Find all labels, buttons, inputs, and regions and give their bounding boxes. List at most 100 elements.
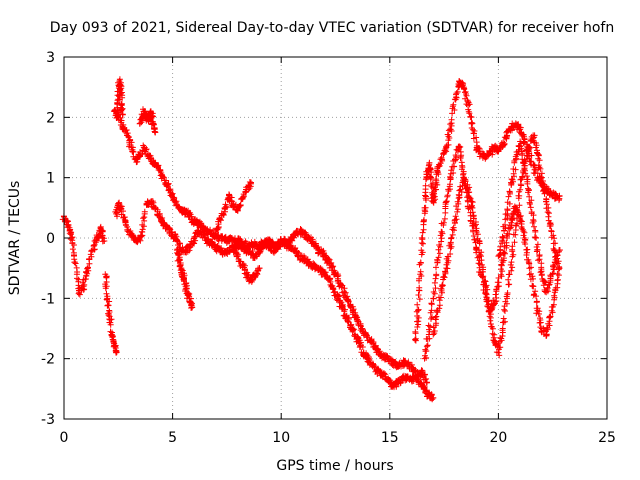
data-point — [491, 144, 498, 151]
data-point — [147, 198, 154, 205]
data-point — [234, 241, 241, 248]
data-point — [145, 117, 152, 124]
data-point — [421, 355, 428, 362]
data-point — [543, 289, 550, 296]
data-point — [141, 144, 148, 151]
data-point — [384, 355, 391, 362]
data-point — [65, 222, 72, 229]
data-point — [160, 222, 167, 229]
data-point — [195, 228, 202, 235]
data-point — [491, 337, 498, 344]
data-point — [154, 162, 161, 169]
data-point — [556, 195, 563, 202]
data-point — [486, 150, 493, 157]
data-point — [419, 367, 426, 374]
data-point — [139, 228, 146, 235]
data-point — [382, 373, 389, 380]
data-point — [499, 235, 506, 241]
data-point — [456, 192, 463, 199]
data-point — [234, 253, 241, 260]
data-point — [249, 241, 256, 248]
data-point — [202, 225, 209, 232]
data-point — [310, 241, 317, 248]
data-point — [113, 210, 120, 217]
data-point — [150, 120, 157, 127]
series-track-9 — [230, 246, 263, 285]
data-point — [469, 120, 476, 127]
data-point — [114, 114, 121, 121]
series-track-10 — [412, 78, 563, 344]
data-point — [430, 331, 437, 338]
data-point — [269, 241, 276, 248]
data-point — [499, 325, 506, 332]
data-point — [367, 337, 374, 344]
y-tick-label: 1 — [46, 171, 55, 187]
data-point — [438, 228, 445, 235]
data-point — [538, 271, 545, 278]
data-point — [189, 304, 196, 311]
data-point — [141, 108, 148, 115]
data-point — [369, 361, 376, 368]
data-point — [302, 231, 309, 238]
data-point — [423, 379, 430, 386]
data-point — [430, 295, 437, 302]
data-point — [538, 174, 545, 181]
data-point — [115, 201, 122, 208]
data-point — [478, 253, 485, 260]
data-point — [517, 186, 524, 193]
data-point — [428, 174, 435, 181]
data-point — [97, 225, 104, 232]
data-point — [169, 231, 176, 238]
data-point — [421, 385, 428, 392]
data-point — [180, 274, 187, 281]
data-point — [182, 247, 189, 254]
data-point — [517, 216, 524, 223]
data-point — [547, 277, 554, 284]
y-tick-label: -3 — [41, 412, 55, 428]
data-point — [132, 156, 139, 163]
x-tick-label: 0 — [60, 430, 69, 446]
data-point — [556, 247, 563, 254]
data-point — [547, 189, 554, 196]
data-point — [356, 340, 363, 347]
data-point — [404, 373, 411, 380]
data-point — [323, 256, 330, 263]
data-point — [456, 78, 463, 85]
data-point — [508, 216, 515, 223]
data-point — [508, 180, 515, 187]
y-tick-label: -2 — [41, 352, 55, 368]
data-point — [352, 331, 359, 338]
data-point — [243, 271, 250, 278]
data-point — [130, 235, 137, 241]
data-point — [319, 250, 326, 257]
data-point — [430, 198, 437, 205]
data-point — [256, 247, 263, 254]
data-point — [395, 379, 402, 386]
x-tick-label: 25 — [598, 430, 616, 446]
data-points — [59, 76, 563, 403]
data-point — [291, 247, 298, 254]
data-point — [464, 186, 471, 193]
data-point — [93, 235, 100, 241]
marker-cluster — [112, 198, 437, 403]
data-point — [525, 259, 532, 266]
x-tick-label: 10 — [272, 430, 290, 446]
data-point — [525, 186, 532, 193]
data-point — [378, 370, 385, 377]
data-point — [239, 195, 246, 202]
data-point — [443, 198, 450, 205]
data-point — [299, 256, 306, 263]
marker-cluster — [212, 179, 254, 238]
data-point — [278, 238, 285, 245]
data-point — [543, 331, 550, 338]
data-point — [247, 250, 254, 257]
data-point — [321, 271, 328, 278]
data-point — [239, 262, 246, 269]
data-point — [163, 180, 170, 187]
data-point — [534, 247, 541, 254]
data-point — [308, 262, 315, 269]
data-point — [438, 156, 445, 163]
data-point — [260, 241, 267, 248]
data-point — [412, 373, 419, 380]
data-point — [432, 186, 439, 193]
